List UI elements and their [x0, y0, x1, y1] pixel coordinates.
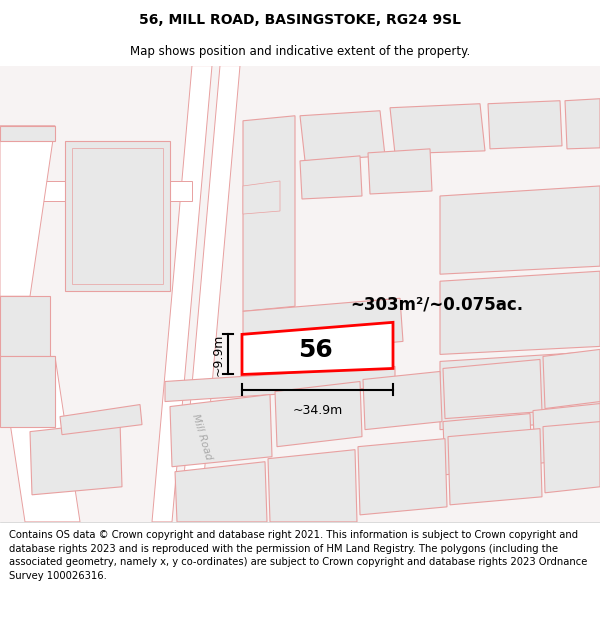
Polygon shape	[565, 99, 600, 149]
Polygon shape	[358, 439, 447, 515]
Polygon shape	[243, 181, 280, 214]
Polygon shape	[300, 111, 385, 161]
Polygon shape	[440, 351, 600, 429]
Polygon shape	[243, 116, 295, 311]
Polygon shape	[0, 126, 55, 141]
Polygon shape	[165, 366, 395, 401]
Text: Mill Road: Mill Road	[190, 412, 214, 461]
Polygon shape	[268, 449, 357, 522]
Text: ~9.9m: ~9.9m	[212, 333, 225, 376]
Polygon shape	[440, 186, 600, 274]
Text: 56, MILL ROAD, BASINGSTOKE, RG24 9SL: 56, MILL ROAD, BASINGSTOKE, RG24 9SL	[139, 12, 461, 27]
Polygon shape	[488, 101, 562, 149]
Polygon shape	[363, 371, 442, 429]
Polygon shape	[170, 394, 272, 467]
Polygon shape	[30, 422, 122, 495]
Text: 56: 56	[298, 338, 332, 362]
Polygon shape	[152, 66, 212, 522]
Polygon shape	[543, 422, 600, 492]
Polygon shape	[0, 126, 55, 296]
Polygon shape	[440, 271, 600, 354]
Polygon shape	[448, 429, 542, 505]
Text: Map shows position and indicative extent of the property.: Map shows position and indicative extent…	[130, 45, 470, 58]
Polygon shape	[543, 349, 600, 409]
Polygon shape	[0, 296, 50, 356]
Polygon shape	[300, 156, 362, 199]
Polygon shape	[242, 322, 393, 374]
Polygon shape	[368, 149, 432, 194]
Polygon shape	[443, 414, 532, 475]
Polygon shape	[390, 104, 485, 154]
Polygon shape	[243, 298, 403, 356]
Polygon shape	[180, 66, 240, 522]
Polygon shape	[0, 181, 192, 201]
Text: ~303m²/~0.075ac.: ~303m²/~0.075ac.	[350, 295, 523, 313]
Polygon shape	[443, 359, 542, 419]
Polygon shape	[0, 356, 80, 522]
Polygon shape	[175, 462, 267, 522]
Polygon shape	[275, 381, 362, 447]
Polygon shape	[72, 148, 163, 284]
Polygon shape	[65, 141, 170, 291]
Polygon shape	[0, 356, 55, 427]
Text: ~34.9m: ~34.9m	[292, 404, 343, 416]
Polygon shape	[60, 404, 142, 434]
Polygon shape	[533, 404, 600, 464]
Text: Contains OS data © Crown copyright and database right 2021. This information is : Contains OS data © Crown copyright and d…	[9, 530, 587, 581]
